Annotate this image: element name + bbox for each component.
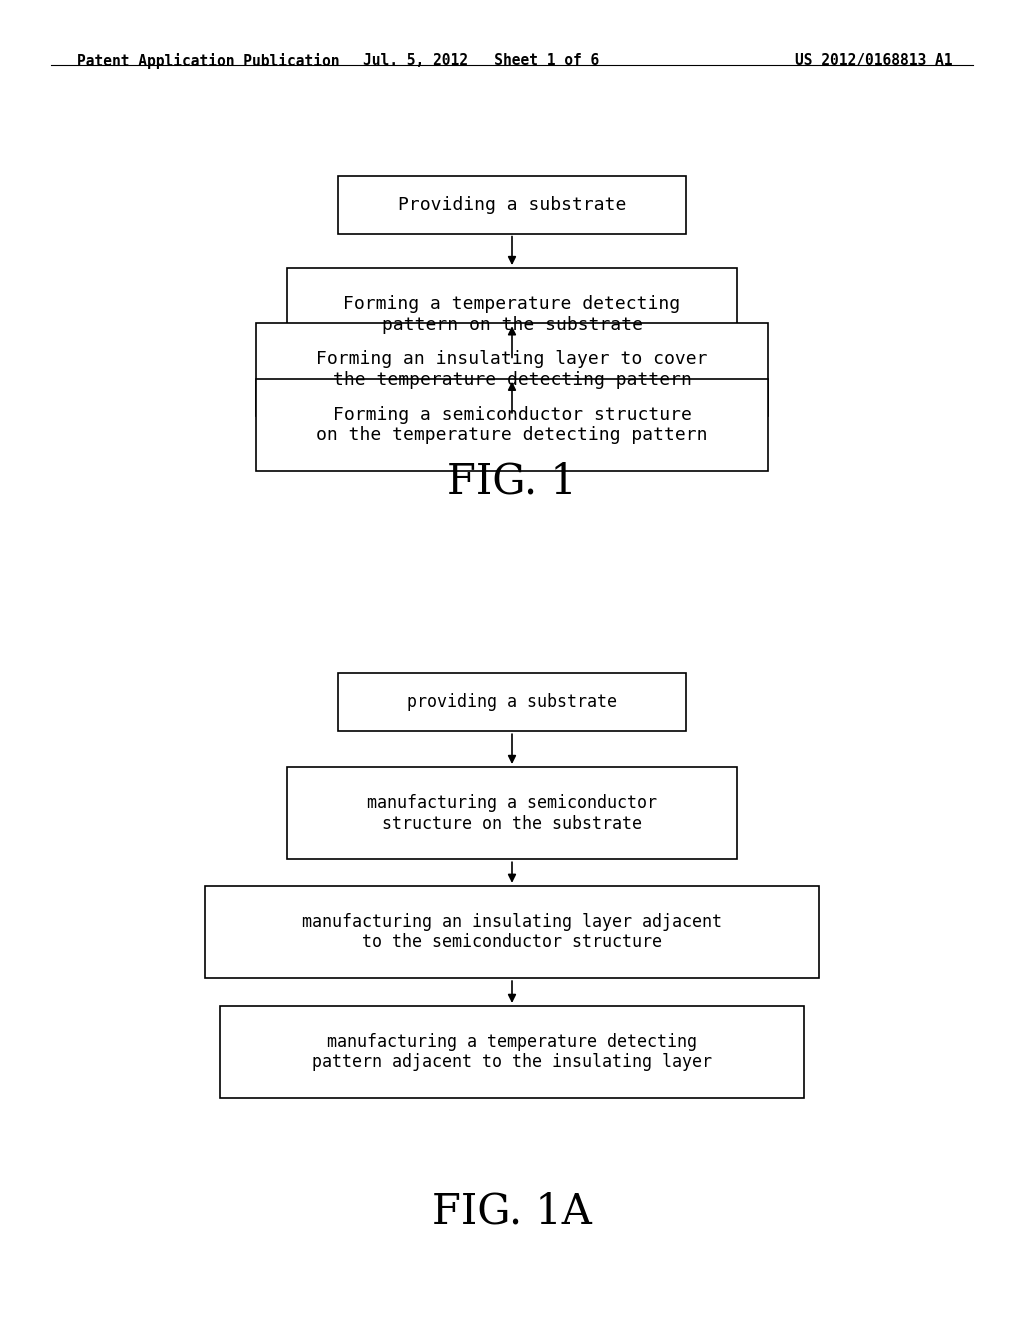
- Text: Forming an insulating layer to cover
the temperature detecting pattern: Forming an insulating layer to cover the…: [316, 350, 708, 389]
- Text: Forming a semiconductor structure
on the temperature detecting pattern: Forming a semiconductor structure on the…: [316, 405, 708, 445]
- FancyBboxPatch shape: [205, 886, 819, 978]
- Text: US 2012/0168813 A1: US 2012/0168813 A1: [795, 53, 952, 69]
- Text: manufacturing a temperature detecting
pattern adjacent to the insulating layer: manufacturing a temperature detecting pa…: [312, 1032, 712, 1072]
- FancyBboxPatch shape: [220, 1006, 804, 1098]
- Text: Jul. 5, 2012   Sheet 1 of 6: Jul. 5, 2012 Sheet 1 of 6: [364, 53, 599, 69]
- FancyBboxPatch shape: [338, 673, 686, 731]
- FancyBboxPatch shape: [256, 379, 768, 471]
- Text: FIG. 1A: FIG. 1A: [432, 1191, 592, 1233]
- Text: Providing a substrate: Providing a substrate: [397, 195, 627, 214]
- Text: manufacturing a semiconductor
structure on the substrate: manufacturing a semiconductor structure …: [367, 793, 657, 833]
- FancyBboxPatch shape: [287, 767, 737, 859]
- FancyBboxPatch shape: [338, 176, 686, 234]
- Text: providing a substrate: providing a substrate: [407, 693, 617, 711]
- FancyBboxPatch shape: [256, 323, 768, 416]
- Text: Forming a temperature detecting
pattern on the substrate: Forming a temperature detecting pattern …: [343, 294, 681, 334]
- Text: manufacturing an insulating layer adjacent
to the semiconductor structure: manufacturing an insulating layer adjace…: [302, 912, 722, 952]
- Text: FIG. 1: FIG. 1: [447, 461, 577, 503]
- FancyBboxPatch shape: [287, 268, 737, 360]
- Text: Patent Application Publication: Patent Application Publication: [77, 53, 339, 70]
